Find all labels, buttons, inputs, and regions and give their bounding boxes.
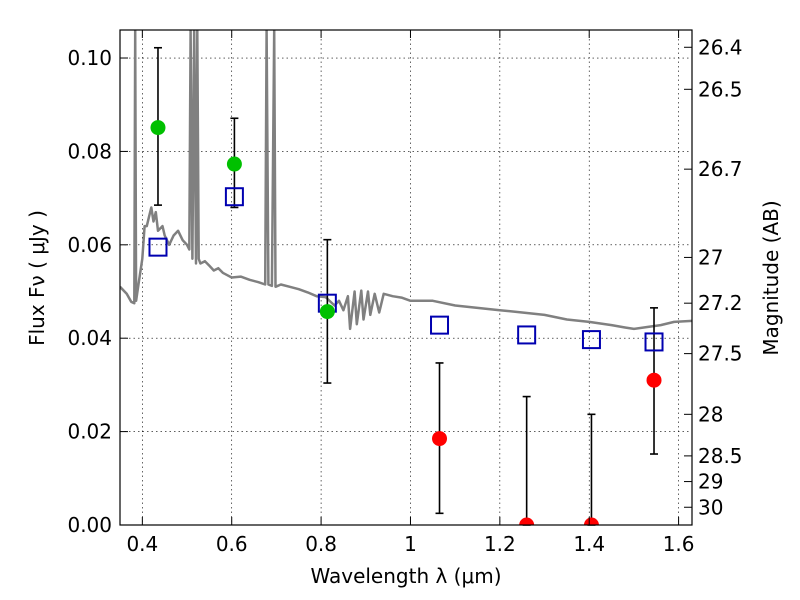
markers	[148, 120, 664, 525]
red-point-marker	[432, 431, 448, 447]
y-ticks: 0.00 0.02 0.04 0.06 0.08 0.10	[67, 46, 128, 537]
x-tick-label: 1.2	[484, 532, 516, 556]
y-tick-label: 0.06	[67, 233, 112, 257]
right-axis-label: Magnitude (AB)	[759, 200, 783, 355]
right-tick-label: 27.5	[698, 342, 743, 366]
red-point-marker	[583, 517, 599, 525]
right-tick-label: 30	[698, 495, 723, 519]
red-point-marker	[519, 517, 535, 525]
y-tick-label: 0.08	[67, 139, 112, 163]
right-tick-label: 27.2	[698, 291, 743, 315]
sed-curve	[120, 30, 692, 331]
right-tick-label: 29	[698, 470, 723, 494]
x-tick-label: 0.8	[305, 532, 337, 556]
y-tick-label: 0.10	[67, 46, 112, 70]
x-axis-label: Wavelength λ (μm)	[310, 564, 501, 588]
x-ticks: 0.4 0.6 0.8 1 1.2 1.4 1.6	[126, 30, 695, 556]
x-tick-label: 1.6	[663, 532, 695, 556]
plot-frame	[119, 29, 693, 526]
y-tick-label: 0.02	[67, 420, 112, 444]
right-tick-label: 28.5	[698, 444, 743, 468]
model-sed-line	[120, 30, 692, 331]
right-tick-label: 28	[698, 402, 723, 426]
model-square-marker	[224, 187, 244, 207]
error-bars	[153, 46, 659, 526]
model-square-marker	[517, 325, 537, 345]
red-point-marker	[646, 372, 662, 388]
green-point-marker	[226, 156, 242, 172]
grid-lines	[120, 30, 692, 526]
x-tick-label: 0.6	[216, 532, 248, 556]
model-square-marker	[430, 315, 450, 335]
right-tick-label: 26.4	[698, 35, 743, 59]
right-tick-label: 27	[698, 245, 723, 269]
y-axis-label: Flux Fν ( μJy )	[25, 210, 49, 346]
y-tick-label: 0.00	[67, 513, 112, 537]
y-tick-label: 0.04	[67, 326, 112, 350]
model-square-marker	[644, 332, 664, 352]
x-tick-label: 1	[404, 532, 417, 556]
right-tick-label: 26.5	[698, 77, 743, 101]
green-point-marker	[150, 120, 166, 136]
model-square-marker	[148, 237, 168, 257]
model-square-marker	[581, 330, 601, 350]
right-tick-label: 26.7	[698, 157, 743, 181]
x-tick-label: 1.4	[573, 532, 605, 556]
x-tick-label: 0.4	[126, 532, 158, 556]
green-point-marker	[319, 304, 335, 320]
